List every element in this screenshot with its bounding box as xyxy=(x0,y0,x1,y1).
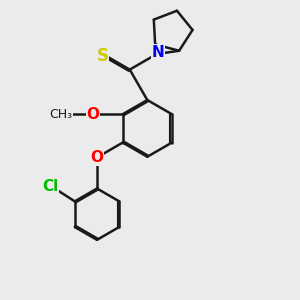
Text: O: O xyxy=(91,150,103,165)
Text: S: S xyxy=(96,47,108,65)
Text: O: O xyxy=(86,107,100,122)
Text: CH₃: CH₃ xyxy=(49,108,72,121)
Text: Cl: Cl xyxy=(42,179,58,194)
Text: N: N xyxy=(152,45,164,60)
